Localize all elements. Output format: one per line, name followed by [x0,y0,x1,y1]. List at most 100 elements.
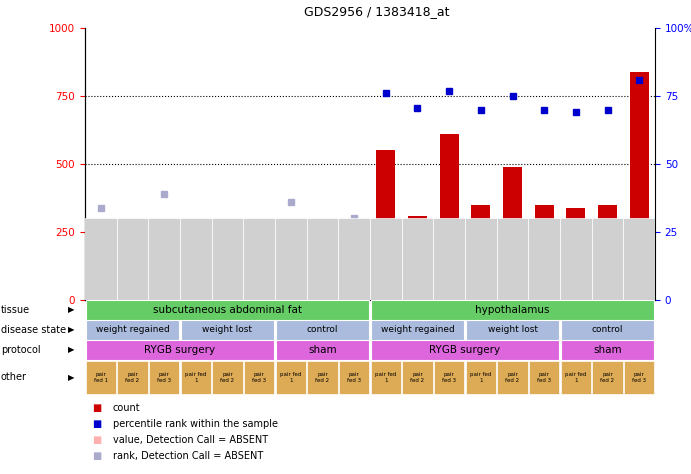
Bar [211,218,243,300]
Text: pair
fed 2: pair fed 2 [410,372,424,383]
Text: weight lost: weight lost [202,326,252,335]
Text: pair fed
1: pair fed 1 [565,372,587,383]
Text: pair
fed 3: pair fed 3 [632,372,646,383]
Text: pair fed
1: pair fed 1 [375,372,397,383]
Bar [498,361,528,394]
Text: pair
fed 3: pair fed 3 [347,372,361,383]
Bar [471,205,491,300]
Text: weight regained: weight regained [95,326,169,335]
Bar [630,72,649,300]
Text: pair
fed 2: pair fed 2 [505,372,520,383]
Text: ■: ■ [92,403,101,413]
Bar [339,361,370,394]
Bar [339,218,370,300]
Text: pair fed
1: pair fed 1 [470,372,491,383]
Bar [377,150,395,300]
Bar [529,361,560,394]
Bar [249,278,269,300]
Text: ■: ■ [92,419,101,429]
Text: ▶: ▶ [68,346,75,355]
Text: subcutaneous abdominal fat: subcutaneous abdominal fat [153,305,302,315]
Text: disease state: disease state [1,325,66,335]
Text: pair
fed 2: pair fed 2 [126,372,140,383]
Bar [276,361,306,394]
Text: ■: ■ [92,435,101,445]
Text: control: control [307,326,339,335]
Bar [149,218,180,300]
Text: pair
fed 3: pair fed 3 [157,372,171,383]
Bar [345,281,363,300]
Bar [149,361,180,394]
Text: RYGB surgery: RYGB surgery [144,345,216,355]
Bar [434,361,464,394]
Bar [218,292,237,300]
Bar [465,218,497,300]
Text: pair
fed 2: pair fed 2 [600,372,614,383]
Bar [466,320,560,339]
Bar [401,218,433,300]
Bar [560,320,654,339]
Text: tissue: tissue [1,305,30,315]
Bar [624,361,654,394]
Bar [370,361,401,394]
Bar [529,218,560,300]
Bar [244,361,274,394]
Text: GDS2956 / 1383418_at: GDS2956 / 1383418_at [304,5,450,18]
Bar [85,218,117,300]
Text: pair
fed 3: pair fed 3 [252,372,266,383]
Bar [370,301,654,319]
Bar [466,361,496,394]
Bar [86,340,274,360]
Bar [180,361,211,394]
Bar [503,167,522,300]
Bar [86,320,180,339]
Bar [408,216,427,300]
Text: weight lost: weight lost [487,326,538,335]
Bar [275,218,307,300]
Bar [313,294,332,300]
Text: value, Detection Call = ABSENT: value, Detection Call = ABSENT [113,435,268,445]
Bar [567,208,585,300]
Text: ▶: ▶ [68,326,75,335]
Bar [598,205,617,300]
Bar [123,297,142,300]
Bar [370,320,464,339]
Bar [212,361,243,394]
Bar [439,134,459,300]
Bar [560,340,654,360]
Bar [535,205,553,300]
Text: ▶: ▶ [68,373,75,382]
Text: ▶: ▶ [68,306,75,315]
Bar [86,361,116,394]
Bar [591,218,623,300]
Text: ■: ■ [92,451,101,461]
Bar [276,320,370,339]
Bar [91,286,111,300]
Text: pair fed
1: pair fed 1 [280,372,301,383]
Bar [243,218,275,300]
Text: sham: sham [593,345,622,355]
Text: RYGB surgery: RYGB surgery [429,345,500,355]
Text: sham: sham [308,345,337,355]
Bar [370,218,401,300]
Bar [117,361,148,394]
Bar [276,340,370,360]
Bar [370,340,560,360]
Bar [307,218,339,300]
Bar [180,218,211,300]
Text: rank, Detection Call = ABSENT: rank, Detection Call = ABSENT [113,451,263,461]
Bar [592,361,623,394]
Bar [281,292,301,300]
Bar [560,218,591,300]
Bar [497,218,529,300]
Text: pair
fed 2: pair fed 2 [315,372,330,383]
Text: percentile rank within the sample: percentile rank within the sample [113,419,278,429]
Text: weight regained: weight regained [381,326,455,335]
Text: hypothalamus: hypothalamus [475,305,550,315]
Bar [307,361,338,394]
Bar [623,218,655,300]
Bar [187,294,205,300]
Bar [560,361,591,394]
Text: protocol: protocol [1,345,40,355]
Text: pair fed
1: pair fed 1 [185,372,207,383]
